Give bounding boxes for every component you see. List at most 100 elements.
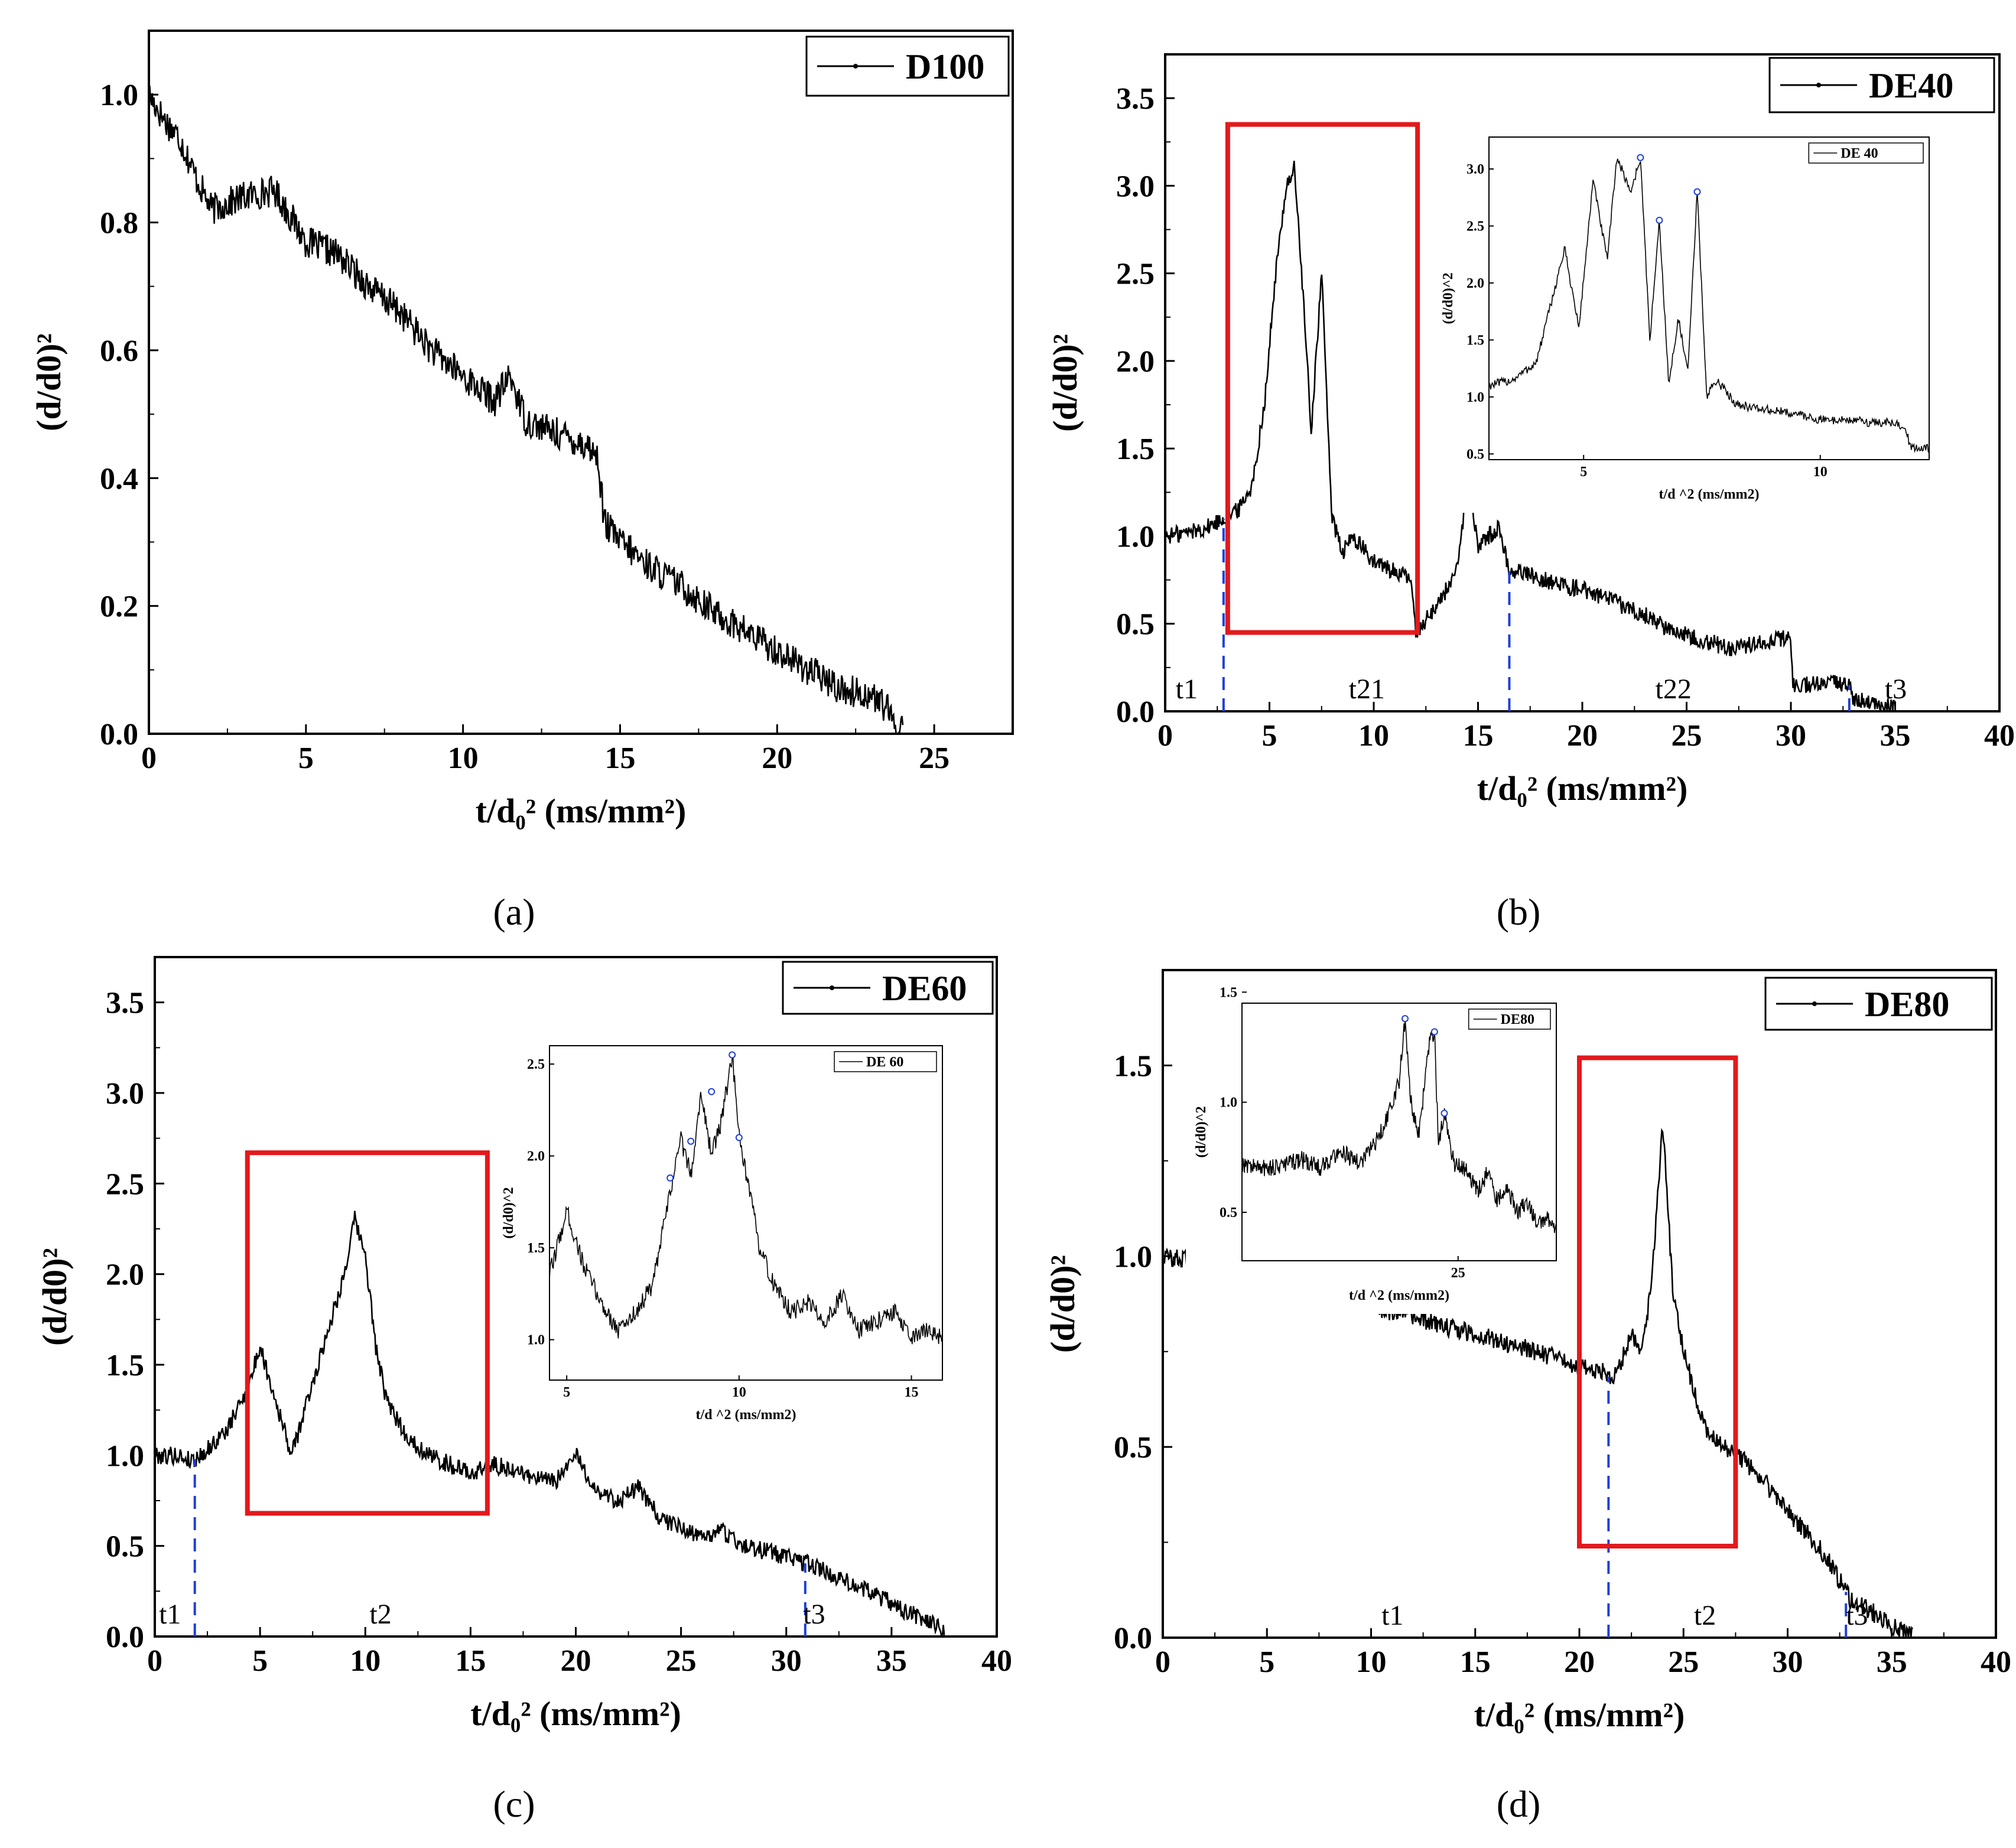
x-tick-label: 5 (1262, 719, 1277, 753)
x-tick-label: 5 (1259, 1645, 1274, 1679)
legend-label: DE40 (1869, 66, 1953, 105)
y-tick-label: 1.0 (1114, 1240, 1152, 1274)
x-tick-label: 25 (919, 741, 950, 775)
inset-y-tick-label: 1.5 (1467, 333, 1484, 348)
chart-panel-b: 0 5 10 15 20 25 30 35 40 0.0 0.5 1.0 1.5 2.0 2.5 3.0 3.5… (1046, 53, 2015, 933)
panel-label: (a) (493, 891, 535, 933)
x-tick-label: 0 (147, 1644, 162, 1678)
x-tick-label: 25 (1668, 1645, 1699, 1679)
phase-label: t1 (159, 1599, 181, 1630)
y-tick-label: 1.0 (106, 1439, 144, 1473)
x-tick-label: 15 (1460, 1645, 1491, 1679)
highlight-box (1577, 1055, 1738, 1549)
x-tick-label: 0 (141, 741, 157, 775)
inset-y-axis-title: (d/d0)^2 (1441, 272, 1456, 324)
inset-y-tick-label: 2.5 (527, 1057, 545, 1072)
y-axis-title: (d/d0)² (35, 1248, 74, 1346)
y-tick-label: 1.5 (106, 1349, 144, 1382)
x-tick-label: 5 (298, 741, 314, 775)
x-tick-label: 40 (981, 1644, 1012, 1678)
x-axis-title: t/d₀² (ms/mm²) (1474, 1696, 1685, 1734)
plot-frame (148, 30, 1014, 735)
legend: DE40 (1768, 57, 1995, 113)
inset-background (1433, 125, 1941, 513)
panel-label: (b) (1497, 891, 1541, 933)
x-tick-label: 20 (561, 1644, 591, 1678)
y-tick-label: 2.0 (106, 1258, 144, 1292)
x-tick-label: 20 (762, 741, 792, 775)
inset-peak-marker (1401, 1015, 1409, 1023)
y-tick-label: 0.5 (106, 1530, 144, 1564)
y-tick-label: 0.5 (1116, 608, 1155, 642)
y-tick-label: 2.5 (106, 1167, 144, 1201)
chart-panel-a: 0 5 10 15 20 25 0.0 0.2 0.4 0.6 0.8 1.0 t/d₀² (ms/mm… (30, 30, 1014, 933)
legend: DE60 (782, 961, 994, 1015)
inset-peak-marker (687, 1137, 695, 1145)
x-tick-label: 15 (455, 1644, 486, 1678)
y-tick-label: 3.5 (1116, 82, 1155, 116)
phase-label: t21 (1349, 674, 1385, 705)
x-tick-label: 25 (666, 1644, 697, 1678)
y-tick-label: 0.2 (100, 590, 138, 624)
y-tick-label: 3.0 (1116, 170, 1155, 203)
inset-series-line (1242, 1019, 1556, 1234)
inset-chart: 5 10 15 1.0 1.5 2.0 2.5 t/d ^2 (ms/mm2) (d/d0)^2… (493, 1034, 954, 1433)
inset-peak-marker (666, 1174, 674, 1182)
inset-y-tick-label: 1.5 (1220, 985, 1237, 1000)
inset-peak-marker (1637, 154, 1644, 161)
legend-label: D100 (906, 47, 984, 86)
y-tick-label: 0.0 (1116, 695, 1155, 729)
y-tick-label: 0.0 (106, 1621, 144, 1654)
phase-label: t1 (1176, 674, 1198, 705)
series-line-D100 (149, 86, 904, 734)
legend-marker (1812, 1001, 1817, 1006)
highlight-box (245, 1150, 490, 1516)
inset-y-tick-label: 2.0 (1467, 276, 1484, 291)
inset-x-axis-title: t/d ^2 (ms/mm2) (1659, 487, 1760, 502)
x-tick-label: 40 (1984, 719, 2015, 753)
y-tick-label: 0.5 (1114, 1431, 1152, 1465)
x-tick-label: 20 (1567, 719, 1598, 753)
legend-marker (853, 64, 858, 69)
inset-y-tick-label: 0.5 (1467, 447, 1484, 462)
inset-y-tick-label: 2.0 (527, 1149, 545, 1164)
x-tick-label: 30 (1773, 1645, 1803, 1679)
series-line-DE60 (155, 1211, 945, 1636)
inset-x-axis-title: t/d ^2 (ms/mm2) (1349, 1288, 1449, 1303)
y-tick-label: 3.5 (106, 987, 144, 1020)
x-axis-title: t/d₀² (ms/mm²) (470, 1694, 681, 1733)
y-tick-label: 2.5 (1116, 258, 1155, 291)
inset-background (1186, 991, 1568, 1314)
x-tick-label: 15 (604, 741, 635, 775)
x-tick-label: 35 (1877, 1645, 1907, 1679)
series-line-DE40 (1165, 161, 1896, 711)
inset-peak-marker (735, 1134, 743, 1141)
x-tick-label: 5 (252, 1644, 268, 1678)
inset-series-line (549, 1054, 942, 1345)
inset-x-tick-label: 10 (1813, 464, 1828, 480)
y-tick-label: 1.0 (1116, 520, 1155, 554)
y-tick-label: 2.0 (1116, 345, 1155, 379)
x-tick-label: 25 (1672, 719, 1702, 753)
y-tick-label: 0.6 (100, 334, 138, 368)
y-axis-title: (d/d0)² (1046, 334, 1084, 432)
inset-legend-label: DE80 (1501, 1012, 1534, 1027)
inset-frame (1241, 1003, 1557, 1261)
y-tick-label: 0.8 (100, 207, 138, 240)
inset-frame (549, 1045, 943, 1381)
inset-y-tick-label: 0.5 (1220, 1205, 1237, 1221)
legend-marker (1816, 83, 1821, 87)
inset-chart: 25 0.5 1.0 1.5 t/d ^2 (ms/mm2) (d/d0)^2 DE80 (1186, 985, 1568, 1314)
inset-y-axis-title: (d/d0)^2 (1194, 1106, 1209, 1157)
inset-y-tick-label: 1.5 (527, 1241, 545, 1256)
panel-label: (c) (493, 1783, 535, 1825)
inset-y-axis-title: (d/d0)^2 (501, 1187, 516, 1238)
phase-label: t3 (803, 1599, 825, 1630)
x-tick-label: 10 (350, 1644, 381, 1678)
inset-legend-label: DE 40 (1841, 146, 1878, 161)
phase-label: t3 (1846, 1600, 1868, 1631)
y-tick-label: 0.0 (100, 718, 138, 751)
legend: DE80 (1764, 977, 1993, 1031)
x-tick-label: 30 (1776, 719, 1806, 753)
